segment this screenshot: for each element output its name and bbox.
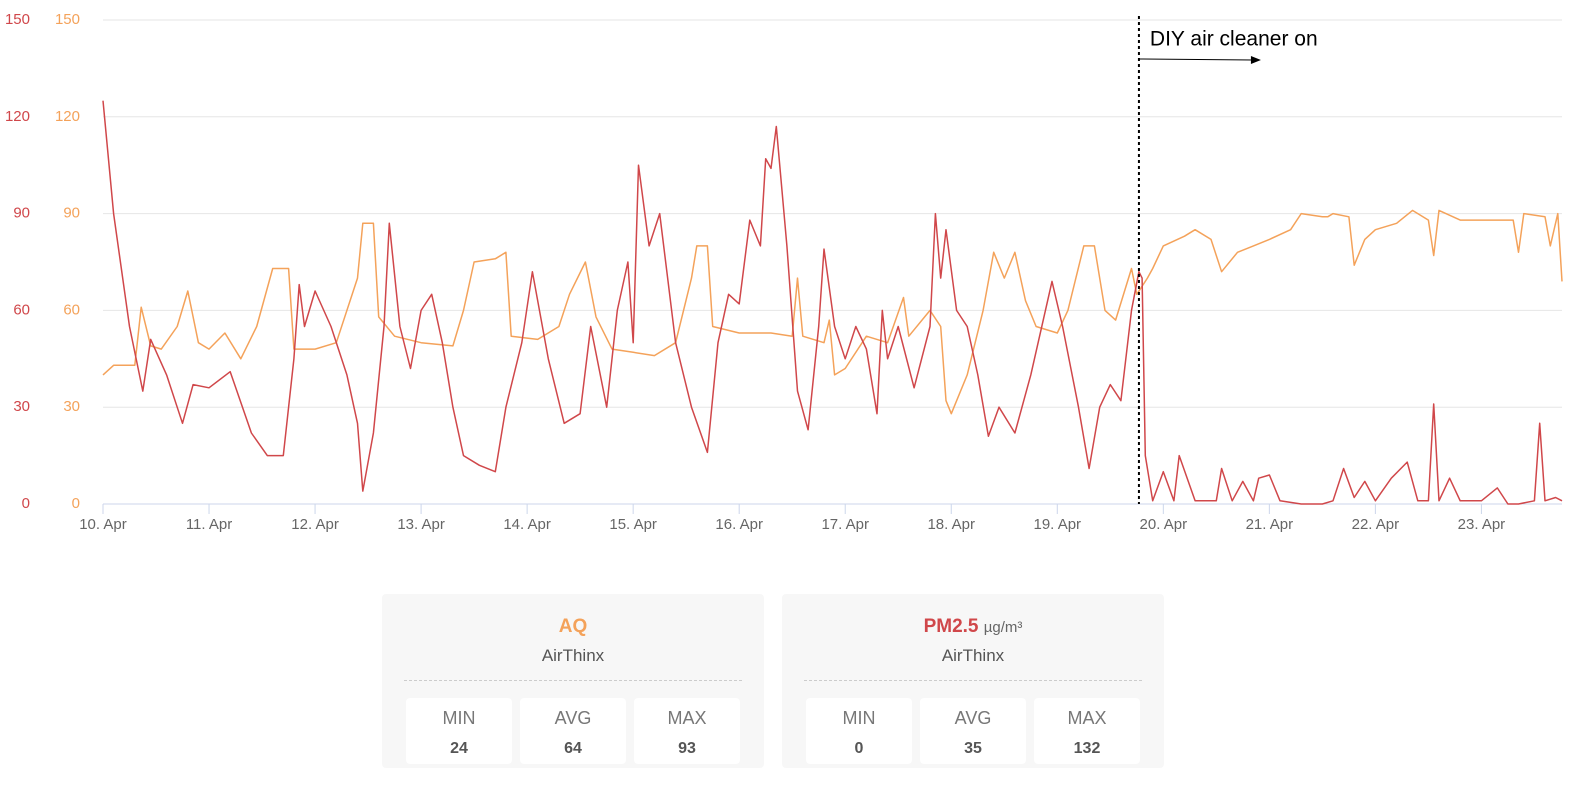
y2-tick-label: 30 [63, 398, 80, 415]
y2-tick-label: 0 [72, 495, 80, 512]
card-source: AirThinx [541, 646, 605, 665]
x-tick-label: 21. Apr [1246, 516, 1294, 533]
aq-card: AQ AirThinx MIN 24 AVG 64 MAX 93 [382, 594, 764, 768]
card-source: AirThinx [941, 646, 1005, 665]
card-title: AQ [382, 616, 764, 638]
pm-card: PM2.5 µg/m³ AirThinx MIN 0 AVG 35 MAX 132 [782, 594, 1164, 768]
y-tick-label: 120 [5, 108, 30, 125]
chart: 0 30 60 90 120 150 0 30 60 90 120 150 10. Apr 11. Apr… [5, 11, 1563, 533]
annotation-text: DIY air cleaner on [1150, 28, 1318, 51]
y2-tick-label: 90 [63, 205, 80, 222]
stat: AVG 64 [520, 698, 626, 764]
stat-value: 93 [678, 740, 696, 757]
stat: MIN 0 [806, 698, 912, 764]
x-tick-label: 17. Apr [821, 516, 869, 533]
divider [404, 680, 742, 681]
y-tick-label: 30 [13, 398, 30, 415]
stat-value: 132 [1073, 740, 1101, 757]
x-tick-label: 20. Apr [1140, 516, 1188, 533]
y2-tick-label: 150 [55, 11, 80, 28]
x-tick-label: 10. Apr [79, 516, 127, 533]
x-tick-label: 11. Apr [186, 516, 232, 533]
y-tick-label: 150 [5, 11, 30, 28]
y2-tick-label: 120 [55, 108, 80, 125]
x-tick-label: 15. Apr [609, 516, 657, 533]
series-name: PM2.5 [923, 616, 979, 637]
stat: MAX 132 [1034, 698, 1140, 764]
stat-value: 24 [450, 740, 468, 757]
stat-value: 35 [964, 740, 982, 757]
stat-label: AVG [554, 708, 592, 728]
stat: AVG 35 [920, 698, 1026, 764]
stat-label: MAX [667, 708, 707, 728]
x-tick-label: 12. Apr [291, 516, 339, 533]
arrow-head [1250, 56, 1261, 64]
x-tick-label: 14. Apr [503, 516, 551, 533]
stat: MAX 93 [634, 698, 740, 764]
x-tick-label: 19. Apr [1034, 516, 1082, 533]
x-tick-label: 22. Apr [1352, 516, 1400, 533]
x-tick-label: 23. Apr [1458, 516, 1506, 533]
annotation-arrow [1138, 58, 1253, 61]
unit: µg/m³ [983, 619, 1023, 636]
card-title: PM2.5 µg/m³ [782, 616, 1164, 638]
x-tick-label: 16. Apr [715, 516, 763, 533]
series-name: AQ [558, 616, 588, 637]
stat-value: 0 [854, 740, 864, 757]
stat-label: MIN [442, 708, 476, 728]
x-tick-label: 18. Apr [927, 516, 975, 533]
stat-value: 64 [564, 740, 582, 757]
series-line [102, 100, 1563, 505]
x-tick-label: 13. Apr [397, 516, 445, 533]
series-line [102, 209, 1563, 415]
y-tick-label: 60 [13, 301, 30, 318]
stat: MIN 24 [406, 698, 512, 764]
y-tick-label: 0 [22, 495, 30, 512]
y2-tick-label: 60 [63, 301, 80, 318]
stat-label: MAX [1067, 708, 1107, 728]
stat-label: MIN [842, 708, 876, 728]
divider [804, 680, 1142, 681]
y-tick-label: 90 [13, 205, 30, 222]
stat-label: AVG [954, 708, 992, 728]
